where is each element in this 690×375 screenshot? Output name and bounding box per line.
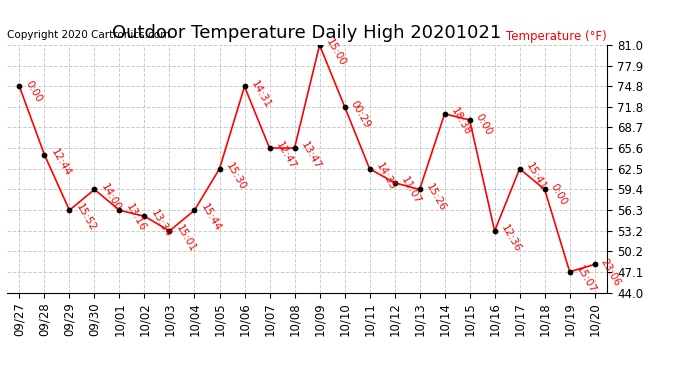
Point [264, 145, 275, 151]
Text: 15:07: 15:07 [574, 264, 598, 295]
Text: 15:30: 15:30 [224, 161, 247, 192]
Text: 0:00: 0:00 [549, 182, 569, 207]
Text: 14:00: 14:00 [99, 182, 122, 213]
Point [439, 111, 450, 117]
Point [139, 213, 150, 219]
Text: 15:44: 15:44 [199, 202, 222, 234]
Text: 12:44: 12:44 [48, 147, 72, 178]
Text: 15:00: 15:00 [324, 37, 347, 68]
Point [239, 84, 250, 90]
Point [314, 42, 325, 48]
Point [14, 84, 25, 90]
Text: Temperature (°F): Temperature (°F) [506, 30, 607, 43]
Point [414, 186, 425, 192]
Point [39, 152, 50, 158]
Text: 14:31: 14:31 [248, 79, 273, 110]
Text: 13:47: 13:47 [299, 140, 322, 171]
Point [189, 207, 200, 213]
Text: 15:41: 15:41 [524, 161, 548, 192]
Text: 12:36: 12:36 [499, 223, 522, 254]
Text: 14:35: 14:35 [374, 161, 397, 192]
Text: 00:29: 00:29 [348, 99, 373, 130]
Point [389, 180, 400, 186]
Point [89, 186, 100, 192]
Text: 15:01: 15:01 [174, 223, 197, 254]
Point [164, 228, 175, 234]
Point [564, 269, 575, 275]
Text: Copyright 2020 Cartronics.com: Copyright 2020 Cartronics.com [7, 30, 170, 40]
Point [214, 166, 225, 172]
Text: 15:26: 15:26 [424, 182, 448, 213]
Text: 11:07: 11:07 [399, 175, 422, 206]
Text: 0:00: 0:00 [474, 112, 494, 137]
Text: 15:52: 15:52 [74, 202, 97, 234]
Point [539, 186, 550, 192]
Point [514, 166, 525, 172]
Point [589, 261, 600, 267]
Point [64, 207, 75, 213]
Point [289, 145, 300, 151]
Title: Outdoor Temperature Daily High 20201021: Outdoor Temperature Daily High 20201021 [112, 24, 502, 42]
Point [364, 166, 375, 172]
Text: 13:34: 13:34 [148, 209, 172, 240]
Point [489, 228, 500, 234]
Text: 0:00: 0:00 [23, 79, 43, 104]
Text: 12:47: 12:47 [274, 140, 297, 171]
Point [464, 117, 475, 123]
Point [114, 207, 125, 213]
Point [339, 104, 350, 110]
Text: 18:38: 18:38 [448, 106, 473, 137]
Text: 23:06: 23:06 [599, 256, 622, 288]
Text: 13:16: 13:16 [124, 202, 148, 234]
